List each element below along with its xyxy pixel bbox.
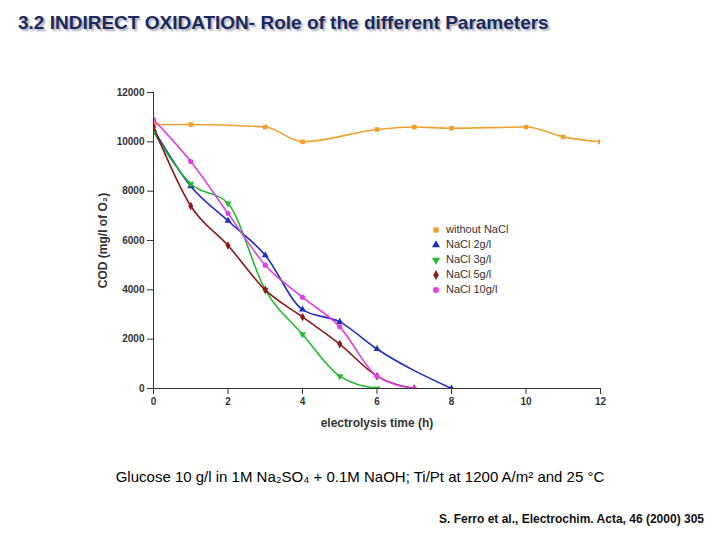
html-text:NaCl 5g/l: NaCl 5g/l xyxy=(446,268,492,280)
html-text:NaCl 3g/l: NaCl 3g/l xyxy=(446,253,492,265)
svg-text:10: 10 xyxy=(520,396,532,407)
svg-text:electrolysis time (h): electrolysis time (h) xyxy=(321,416,434,430)
html-text:NaCl 10g/l: NaCl 10g/l xyxy=(446,283,498,295)
svg-text:0: 0 xyxy=(151,396,157,407)
svg-text:2000: 2000 xyxy=(122,333,145,344)
html-text:S. Ferro et al., Electrochim.: S. Ferro et al., Electrochim. Acta, 46 (… xyxy=(439,512,704,526)
svg-text:12000: 12000 xyxy=(117,87,145,98)
svg-text:6: 6 xyxy=(374,396,380,407)
svg-text:12: 12 xyxy=(595,396,607,407)
svg-text:4000: 4000 xyxy=(122,284,145,295)
html-text:3.2 INDIRECT OXIDATION- Role o: 3.2 INDIRECT OXIDATION- Role of the diff… xyxy=(18,12,549,33)
svg-text:0: 0 xyxy=(139,383,145,394)
html-text:NaCl 2g/l: NaCl 2g/l xyxy=(446,238,492,250)
svg-text:4: 4 xyxy=(300,396,306,407)
html-text:without NaCl: without NaCl xyxy=(446,223,509,235)
svg-text:8000: 8000 xyxy=(122,185,145,196)
svg-text:2: 2 xyxy=(225,396,231,407)
svg-text:COD (mg/l of O₂): COD (mg/l of O₂) xyxy=(96,193,110,288)
svg-text:10000: 10000 xyxy=(117,136,145,147)
html-text:Glucose 10 g/l in 1M Na₂SO₄ +: Glucose 10 g/l in 1M Na₂SO₄ + 0.1M NaOH;… xyxy=(115,468,605,485)
svg-text:8: 8 xyxy=(449,396,455,407)
svg-text:6000: 6000 xyxy=(122,235,145,246)
